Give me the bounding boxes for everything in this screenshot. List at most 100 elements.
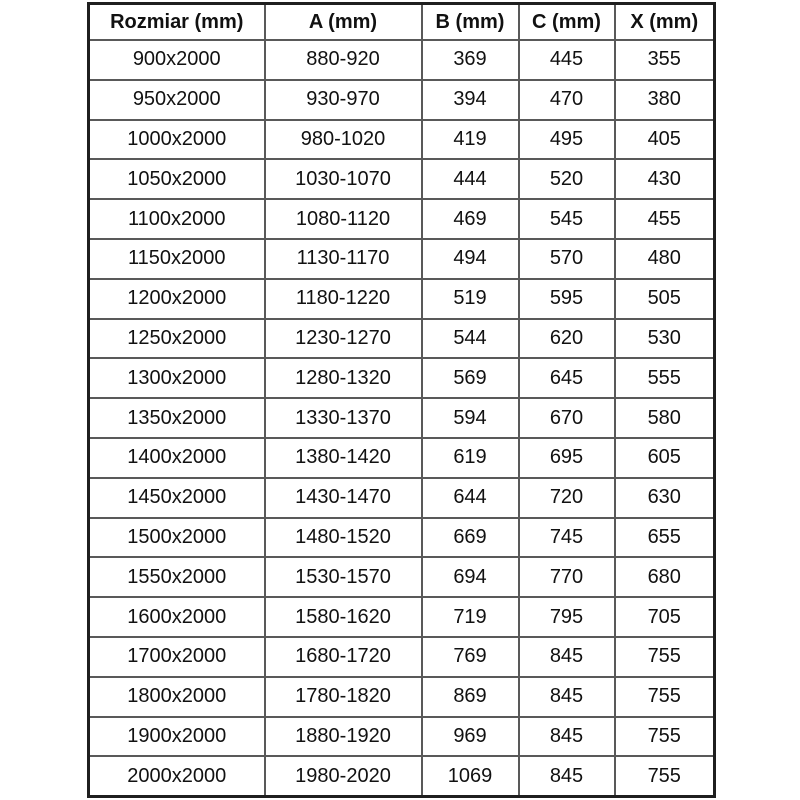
table-cell: 655	[613, 516, 716, 559]
table-cell: 1000x2000	[87, 118, 266, 161]
table-row: 1050x2000 1030-1070 444 520 430	[87, 158, 716, 201]
table-row: 1700x2000 1680-1720 769 845 755	[87, 635, 716, 678]
table-cell: 355	[613, 39, 716, 81]
table-cell: 2000x2000	[87, 755, 266, 798]
table-cell: 1550x2000	[87, 556, 266, 599]
table-cell: 969	[420, 715, 520, 758]
table-cell: 1250x2000	[87, 317, 266, 360]
table-cell: 394	[420, 78, 520, 121]
table-cell: 1700x2000	[87, 635, 266, 678]
table-row: 1250x2000 1230-1270 544 620 530	[87, 317, 716, 360]
table-cell: 695	[517, 436, 616, 479]
table-row: 1400x2000 1380-1420 619 695 605	[87, 436, 716, 479]
table-cell: 480	[613, 237, 716, 280]
table-cell: 1069	[420, 755, 520, 798]
table-cell: 444	[420, 158, 520, 201]
table-cell: 930-970	[263, 78, 423, 121]
table-cell: 770	[517, 556, 616, 599]
table-cell: 719	[420, 596, 520, 638]
table-cell: 1080-1120	[263, 198, 423, 240]
table-cell: 594	[420, 397, 520, 439]
table-cell: 469	[420, 198, 520, 240]
table-row: 950x2000 930-970 394 470 380	[87, 78, 716, 121]
table-cell: 645	[517, 357, 616, 400]
table-row: 1900x2000 1880-1920 969 845 755	[87, 715, 716, 758]
table-row: 1450x2000 1430-1470 644 720 630	[87, 476, 716, 519]
column-header: Rozmiar (mm)	[87, 2, 266, 41]
table-cell: 670	[517, 397, 616, 439]
table-row: 900x2000 880-920 369 445 355	[87, 39, 716, 81]
table-cell: 1430-1470	[263, 476, 423, 519]
table-cell: 1530-1570	[263, 556, 423, 599]
table-cell: 1300x2000	[87, 357, 266, 400]
table-row: 1600x2000 1580-1620 719 795 705	[87, 596, 716, 638]
table-cell: 430	[613, 158, 716, 201]
table-row: 1800x2000 1780-1820 869 845 755	[87, 675, 716, 718]
table-cell: 495	[517, 118, 616, 161]
table-cell: 845	[517, 755, 616, 798]
table-cell: 694	[420, 556, 520, 599]
table-row: 2000x2000 1980-2020 1069 845 755	[87, 755, 716, 798]
table-cell: 580	[613, 397, 716, 439]
table-cell: 1800x2000	[87, 675, 266, 718]
table-cell: 769	[420, 635, 520, 678]
table-cell: 569	[420, 357, 520, 400]
table-cell: 595	[517, 277, 616, 320]
table-cell: 880-920	[263, 39, 423, 81]
table-cell: 1230-1270	[263, 317, 423, 360]
table-cell: 755	[613, 755, 716, 798]
table-cell: 1050x2000	[87, 158, 266, 201]
column-header: X (mm)	[613, 2, 716, 41]
table-cell: 1680-1720	[263, 635, 423, 678]
table-cell: 900x2000	[87, 39, 266, 81]
table-cell: 570	[517, 237, 616, 280]
table-cell: 555	[613, 357, 716, 400]
table-cell: 1880-1920	[263, 715, 423, 758]
column-header: B (mm)	[420, 2, 520, 41]
table-cell: 519	[420, 277, 520, 320]
table-cell: 1100x2000	[87, 198, 266, 240]
table-row: 1300x2000 1280-1320 569 645 555	[87, 357, 716, 400]
table-cell: 755	[613, 675, 716, 718]
table-cell: 619	[420, 436, 520, 479]
table-cell: 520	[517, 158, 616, 201]
table-cell: 669	[420, 516, 520, 559]
table-cell: 845	[517, 715, 616, 758]
table-cell: 630	[613, 476, 716, 519]
table-cell: 845	[517, 635, 616, 678]
table-cell: 605	[613, 436, 716, 479]
table-cell: 455	[613, 198, 716, 240]
table-row: 1550x2000 1530-1570 694 770 680	[87, 556, 716, 599]
table-head: Rozmiar (mm) A (mm) B (mm) C (mm) X (mm)	[87, 2, 716, 41]
table-cell: 1480-1520	[263, 516, 423, 559]
table-cell: 1130-1170	[263, 237, 423, 280]
table-cell: 980-1020	[263, 118, 423, 161]
size-table: Rozmiar (mm) A (mm) B (mm) C (mm) X (mm) 900…	[87, 2, 716, 799]
table-cell: 1500x2000	[87, 516, 266, 559]
table-row: 1200x2000 1180-1220 519 595 505	[87, 277, 716, 320]
column-header: C (mm)	[517, 2, 616, 41]
table-cell: 845	[517, 675, 616, 718]
table-body: 900x2000 880-920 369 445 355 950x2000 930-970 3…	[87, 39, 716, 798]
table-cell: 530	[613, 317, 716, 360]
table-row: 1000x2000 980-1020 419 495 405	[87, 118, 716, 161]
table-cell: 419	[420, 118, 520, 161]
table-cell: 1380-1420	[263, 436, 423, 479]
table-cell: 620	[517, 317, 616, 360]
table-row: 1150x2000 1130-1170 494 570 480	[87, 237, 716, 280]
table-cell: 1180-1220	[263, 277, 423, 320]
table-cell: 950x2000	[87, 78, 266, 121]
table-cell: 544	[420, 317, 520, 360]
table-cell: 1780-1820	[263, 675, 423, 718]
table-cell: 1030-1070	[263, 158, 423, 201]
table-cell: 720	[517, 476, 616, 519]
table-cell: 545	[517, 198, 616, 240]
table-cell: 405	[613, 118, 716, 161]
table-cell: 1150x2000	[87, 237, 266, 280]
table-cell: 1330-1370	[263, 397, 423, 439]
table-cell: 1350x2000	[87, 397, 266, 439]
column-header: A (mm)	[263, 2, 423, 41]
table-cell: 869	[420, 675, 520, 718]
table-cell: 470	[517, 78, 616, 121]
